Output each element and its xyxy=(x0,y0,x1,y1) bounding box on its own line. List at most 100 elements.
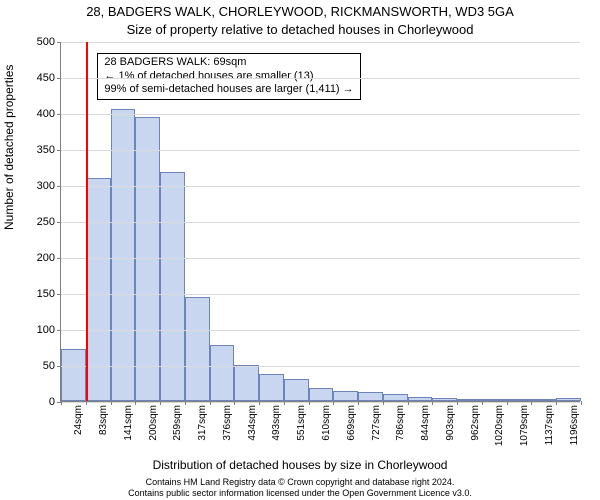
footer-line2: Contains public sector information licen… xyxy=(0,488,600,498)
histogram-bar xyxy=(61,349,86,401)
x-tick-label: 1196sqm xyxy=(569,405,580,445)
x-tick-label: 903sqm xyxy=(445,405,456,441)
x-tick-mark xyxy=(210,401,211,405)
histogram-bar xyxy=(482,399,507,401)
x-tick-label: 1079sqm xyxy=(519,405,530,446)
histogram-bar xyxy=(309,388,334,401)
histogram-bar xyxy=(556,398,581,401)
gridline xyxy=(61,402,580,403)
y-axis-label: Number of detached properties xyxy=(2,65,16,230)
x-tick-label: 962sqm xyxy=(470,405,481,441)
x-tick-label: 786sqm xyxy=(395,405,406,441)
gridline xyxy=(61,42,580,43)
histogram-bar xyxy=(111,109,136,401)
y-tick-label: 100 xyxy=(37,324,55,336)
y-tick-label: 250 xyxy=(37,216,55,228)
y-tick-mark xyxy=(57,78,61,79)
histogram-bar xyxy=(86,178,111,401)
x-tick-mark xyxy=(531,401,532,405)
histogram-bar xyxy=(259,374,284,401)
y-tick-mark xyxy=(57,42,61,43)
y-tick-label: 200 xyxy=(37,252,55,264)
y-tick-label: 500 xyxy=(37,36,55,48)
annotation-line: 99% of semi-detached houses are larger (… xyxy=(104,83,353,97)
y-tick-label: 150 xyxy=(37,288,55,300)
x-tick-mark xyxy=(234,401,235,405)
x-tick-mark xyxy=(111,401,112,405)
x-tick-label: 610sqm xyxy=(321,405,332,441)
gridline xyxy=(61,114,580,115)
annotation-box: 28 BADGERS WALK: 69sqm← 1% of detached h… xyxy=(97,53,360,100)
histogram-bar xyxy=(358,392,383,401)
x-tick-mark xyxy=(457,401,458,405)
y-tick-label: 300 xyxy=(37,180,55,192)
histogram-bar xyxy=(408,397,433,401)
y-tick-label: 0 xyxy=(49,396,55,408)
histogram-bar xyxy=(432,398,457,401)
y-tick-label: 450 xyxy=(37,72,55,84)
x-tick-mark xyxy=(581,401,582,405)
gridline xyxy=(61,330,580,331)
gridline xyxy=(61,186,580,187)
y-tick-mark xyxy=(57,150,61,151)
gridline xyxy=(61,294,580,295)
x-tick-mark xyxy=(309,401,310,405)
y-tick-label: 400 xyxy=(37,108,55,120)
x-tick-label: 1137sqm xyxy=(544,405,555,445)
x-tick-mark xyxy=(86,401,87,405)
x-tick-mark xyxy=(432,401,433,405)
x-tick-label: 551sqm xyxy=(296,405,307,441)
histogram-bar xyxy=(333,391,358,401)
x-tick-label: 376sqm xyxy=(222,405,233,441)
histogram-bar xyxy=(234,365,259,401)
y-tick-mark xyxy=(57,330,61,331)
histogram-bar xyxy=(507,399,532,401)
histogram-bar xyxy=(457,399,482,401)
x-tick-mark xyxy=(383,401,384,405)
gridline xyxy=(61,366,580,367)
x-tick-mark xyxy=(507,401,508,405)
footer-line1: Contains HM Land Registry data © Crown c… xyxy=(0,477,600,487)
chart-container: 28, BADGERS WALK, CHORLEYWOOD, RICKMANSW… xyxy=(0,0,600,500)
histogram-bar xyxy=(210,345,235,401)
x-tick-label: 669sqm xyxy=(346,405,357,441)
x-tick-label: 727sqm xyxy=(371,405,382,441)
x-tick-mark xyxy=(408,401,409,405)
gridline xyxy=(61,258,580,259)
x-tick-label: 83sqm xyxy=(98,405,109,435)
histogram-bar xyxy=(185,297,210,401)
x-axis-label: Distribution of detached houses by size … xyxy=(0,458,600,472)
x-tick-mark xyxy=(482,401,483,405)
y-tick-mark xyxy=(57,366,61,367)
y-tick-mark xyxy=(57,114,61,115)
x-tick-mark xyxy=(358,401,359,405)
y-tick-label: 350 xyxy=(37,144,55,156)
gridline xyxy=(61,78,580,79)
x-tick-label: 259sqm xyxy=(172,405,183,441)
chart-title-line2: Size of property relative to detached ho… xyxy=(0,22,600,37)
y-tick-mark xyxy=(57,222,61,223)
x-tick-label: 141sqm xyxy=(123,405,134,441)
x-tick-label: 1020sqm xyxy=(494,405,505,446)
y-tick-mark xyxy=(57,186,61,187)
x-tick-mark xyxy=(135,401,136,405)
marker-line xyxy=(86,42,88,401)
x-tick-mark xyxy=(160,401,161,405)
annotation-line: 28 BADGERS WALK: 69sqm xyxy=(104,56,353,70)
x-tick-mark xyxy=(333,401,334,405)
histogram-bar xyxy=(284,379,309,401)
x-tick-label: 844sqm xyxy=(420,405,431,441)
x-tick-mark xyxy=(556,401,557,405)
y-tick-label: 50 xyxy=(43,360,55,372)
x-tick-label: 200sqm xyxy=(148,405,159,441)
histogram-bar xyxy=(383,394,408,401)
x-tick-label: 317sqm xyxy=(197,405,208,441)
x-tick-mark xyxy=(185,401,186,405)
x-tick-label: 434sqm xyxy=(247,405,258,441)
chart-title-line1: 28, BADGERS WALK, CHORLEYWOOD, RICKMANSW… xyxy=(0,4,600,19)
y-tick-mark xyxy=(57,294,61,295)
x-tick-label: 24sqm xyxy=(73,405,84,435)
x-tick-mark xyxy=(61,401,62,405)
gridline xyxy=(61,150,580,151)
annotation-line: ← 1% of detached houses are smaller (13) xyxy=(104,70,353,84)
